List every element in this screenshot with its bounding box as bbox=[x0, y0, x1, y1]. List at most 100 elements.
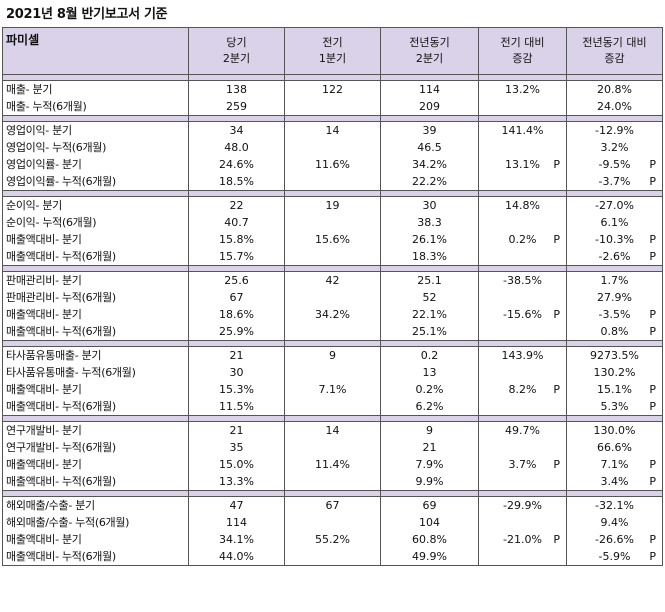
table-row: 판매관리비- 분기 25.6 42 25.1 -38.5% 1.7% bbox=[2, 271, 663, 289]
yoy-change-cell: 7.1% P bbox=[566, 456, 663, 473]
qoq-change-cell bbox=[478, 473, 567, 491]
row-label: 영업이익- 누적(6개월) bbox=[2, 139, 189, 156]
current-value: 15.8% bbox=[188, 231, 285, 248]
yoy-change-value: 9.4% bbox=[600, 516, 629, 529]
yoy-change-value: 9273.5% bbox=[590, 349, 639, 362]
yoy-change-value: -27.0% bbox=[595, 199, 634, 212]
table-row: 매출액대비- 분기 18.6% 34.2% 22.1% -15.6% P -3.5% P bbox=[2, 306, 663, 323]
current-value: 114 bbox=[188, 514, 285, 531]
qoq-change-cell: 3.7% P bbox=[478, 456, 567, 473]
yoy-change-cell: -12.9% bbox=[566, 121, 663, 139]
section-separator bbox=[2, 190, 663, 197]
row-label: 매출액대비- 누적(6개월) bbox=[2, 398, 189, 416]
row-label: 매출- 누적(6개월) bbox=[2, 98, 189, 116]
qoq-change-cell: 141.4% bbox=[478, 121, 567, 139]
section-separator bbox=[2, 415, 663, 422]
yoy-change-cell: 9.4% bbox=[566, 514, 663, 531]
qoq-change-value: 0.2% bbox=[508, 233, 537, 246]
qoq-change-value: 13.1% bbox=[505, 158, 540, 171]
section-separator bbox=[2, 340, 663, 347]
qoq-change-value: 8.2% bbox=[508, 383, 537, 396]
qoq-point-marker: P bbox=[553, 233, 560, 246]
header-row: 파미셀 당기 2분기 전기 1분기 전년동기 2분기 전기 대비 증감 전년동기 대비 증… bbox=[2, 27, 663, 75]
qoq-change-cell bbox=[478, 139, 567, 156]
table-row: 매출- 누적(6개월) 259 209 24.0% bbox=[2, 98, 663, 116]
yoy-change-cell: 1.7% bbox=[566, 271, 663, 289]
table-row: 순이익- 분기 22 19 30 14.8% -27.0% bbox=[2, 196, 663, 214]
year-ago-value: 25.1 bbox=[380, 271, 479, 289]
row-label: 매출액대비- 누적(6개월) bbox=[2, 473, 189, 491]
yoy-change-value: 130.0% bbox=[593, 424, 636, 437]
table-row: 연구개발비- 누적(6개월) 35 21 66.6% bbox=[2, 439, 663, 456]
yoy-change-value: -3.5% bbox=[598, 308, 631, 321]
current-value: 24.6% bbox=[188, 156, 285, 173]
yoy-change-value: 27.9% bbox=[597, 291, 632, 304]
yoy-change-value: 7.1% bbox=[600, 458, 629, 471]
yoy-point-marker: P bbox=[649, 233, 656, 246]
row-label: 매출액대비- 분기 bbox=[2, 381, 189, 398]
yoy-change-value: 5.3% bbox=[600, 400, 629, 413]
current-value: 18.5% bbox=[188, 173, 285, 191]
previous-value bbox=[284, 98, 381, 116]
qoq-point-marker: P bbox=[553, 383, 560, 396]
current-value: 15.7% bbox=[188, 248, 285, 266]
table-row: 판매관리비- 누적(6개월) 67 52 27.9% bbox=[2, 289, 663, 306]
qoq-change-cell bbox=[478, 323, 567, 341]
qoq-change-value: 141.4% bbox=[501, 124, 544, 137]
separator-cell bbox=[566, 415, 663, 422]
yoy-change-cell: 24.0% bbox=[566, 98, 663, 116]
section-separator bbox=[2, 115, 663, 122]
year-ago-value: 60.8% bbox=[380, 531, 479, 548]
row-label: 해외매출/수출- 분기 bbox=[2, 496, 189, 514]
yoy-point-marker: P bbox=[649, 475, 656, 488]
previous-value: 11.4% bbox=[284, 456, 381, 473]
year-ago-value: 46.5 bbox=[380, 139, 479, 156]
qoq-change-value: 49.7% bbox=[505, 424, 540, 437]
qoq-point-marker: P bbox=[553, 458, 560, 471]
qoq-change-cell bbox=[478, 364, 567, 381]
yoy-change-value: 0.8% bbox=[600, 325, 629, 338]
yoy-change-value: -32.1% bbox=[595, 499, 634, 512]
header-previous-line1: 전기 bbox=[322, 36, 343, 49]
yoy-change-cell: -10.3% P bbox=[566, 231, 663, 248]
table-row: 타사품유통매출- 분기 21 9 0.2 143.9% 9273.5% bbox=[2, 346, 663, 364]
table-row: 해외매출/수출- 분기 47 67 69 -29.9% -32.1% bbox=[2, 496, 663, 514]
yoy-change-cell: -3.5% P bbox=[566, 306, 663, 323]
previous-value: 9 bbox=[284, 346, 381, 364]
yoy-change-value: 1.7% bbox=[600, 274, 629, 287]
year-ago-value: 38.3 bbox=[380, 214, 479, 231]
table-row: 매출액대비- 누적(6개월) 13.3% 9.9% 3.4% P bbox=[2, 473, 663, 491]
yoy-change-value: -2.6% bbox=[598, 250, 631, 263]
yoy-change-value: 130.2% bbox=[593, 366, 636, 379]
current-value: 21 bbox=[188, 421, 285, 439]
row-label: 타사품유통매출- 분기 bbox=[2, 346, 189, 364]
row-label: 매출- 분기 bbox=[2, 80, 189, 98]
qoq-change-cell bbox=[478, 248, 567, 266]
row-label: 매출액대비- 분기 bbox=[2, 531, 189, 548]
separator-cell bbox=[566, 74, 663, 81]
qoq-change-cell bbox=[478, 439, 567, 456]
year-ago-value: 9 bbox=[380, 421, 479, 439]
year-ago-value: 39 bbox=[380, 121, 479, 139]
qoq-change-value: -38.5% bbox=[503, 274, 542, 287]
yoy-change-cell: 130.0% bbox=[566, 421, 663, 439]
year-ago-value: 7.9% bbox=[380, 456, 479, 473]
yoy-point-marker: P bbox=[649, 325, 656, 338]
year-ago-value: 22.1% bbox=[380, 306, 479, 323]
previous-value bbox=[284, 173, 381, 191]
qoq-change-cell bbox=[478, 214, 567, 231]
qoq-change-cell: 13.1% P bbox=[478, 156, 567, 173]
header-company-label: 파미셀 bbox=[6, 33, 40, 47]
header-current: 당기 2분기 bbox=[188, 27, 285, 75]
separator-cell bbox=[566, 265, 663, 272]
separator-cell bbox=[566, 115, 663, 122]
year-ago-value: 52 bbox=[380, 289, 479, 306]
qoq-change-cell: -21.0% P bbox=[478, 531, 567, 548]
table-row: 매출액대비- 분기 15.8% 15.6% 26.1% 0.2% P -10.3% P bbox=[2, 231, 663, 248]
yoy-change-value: 15.1% bbox=[597, 383, 632, 396]
row-label: 연구개발비- 누적(6개월) bbox=[2, 439, 189, 456]
previous-value: 19 bbox=[284, 196, 381, 214]
row-label: 타사품유통매출- 누적(6개월) bbox=[2, 364, 189, 381]
yoy-point-marker: P bbox=[649, 158, 656, 171]
yoy-change-cell: 130.2% bbox=[566, 364, 663, 381]
